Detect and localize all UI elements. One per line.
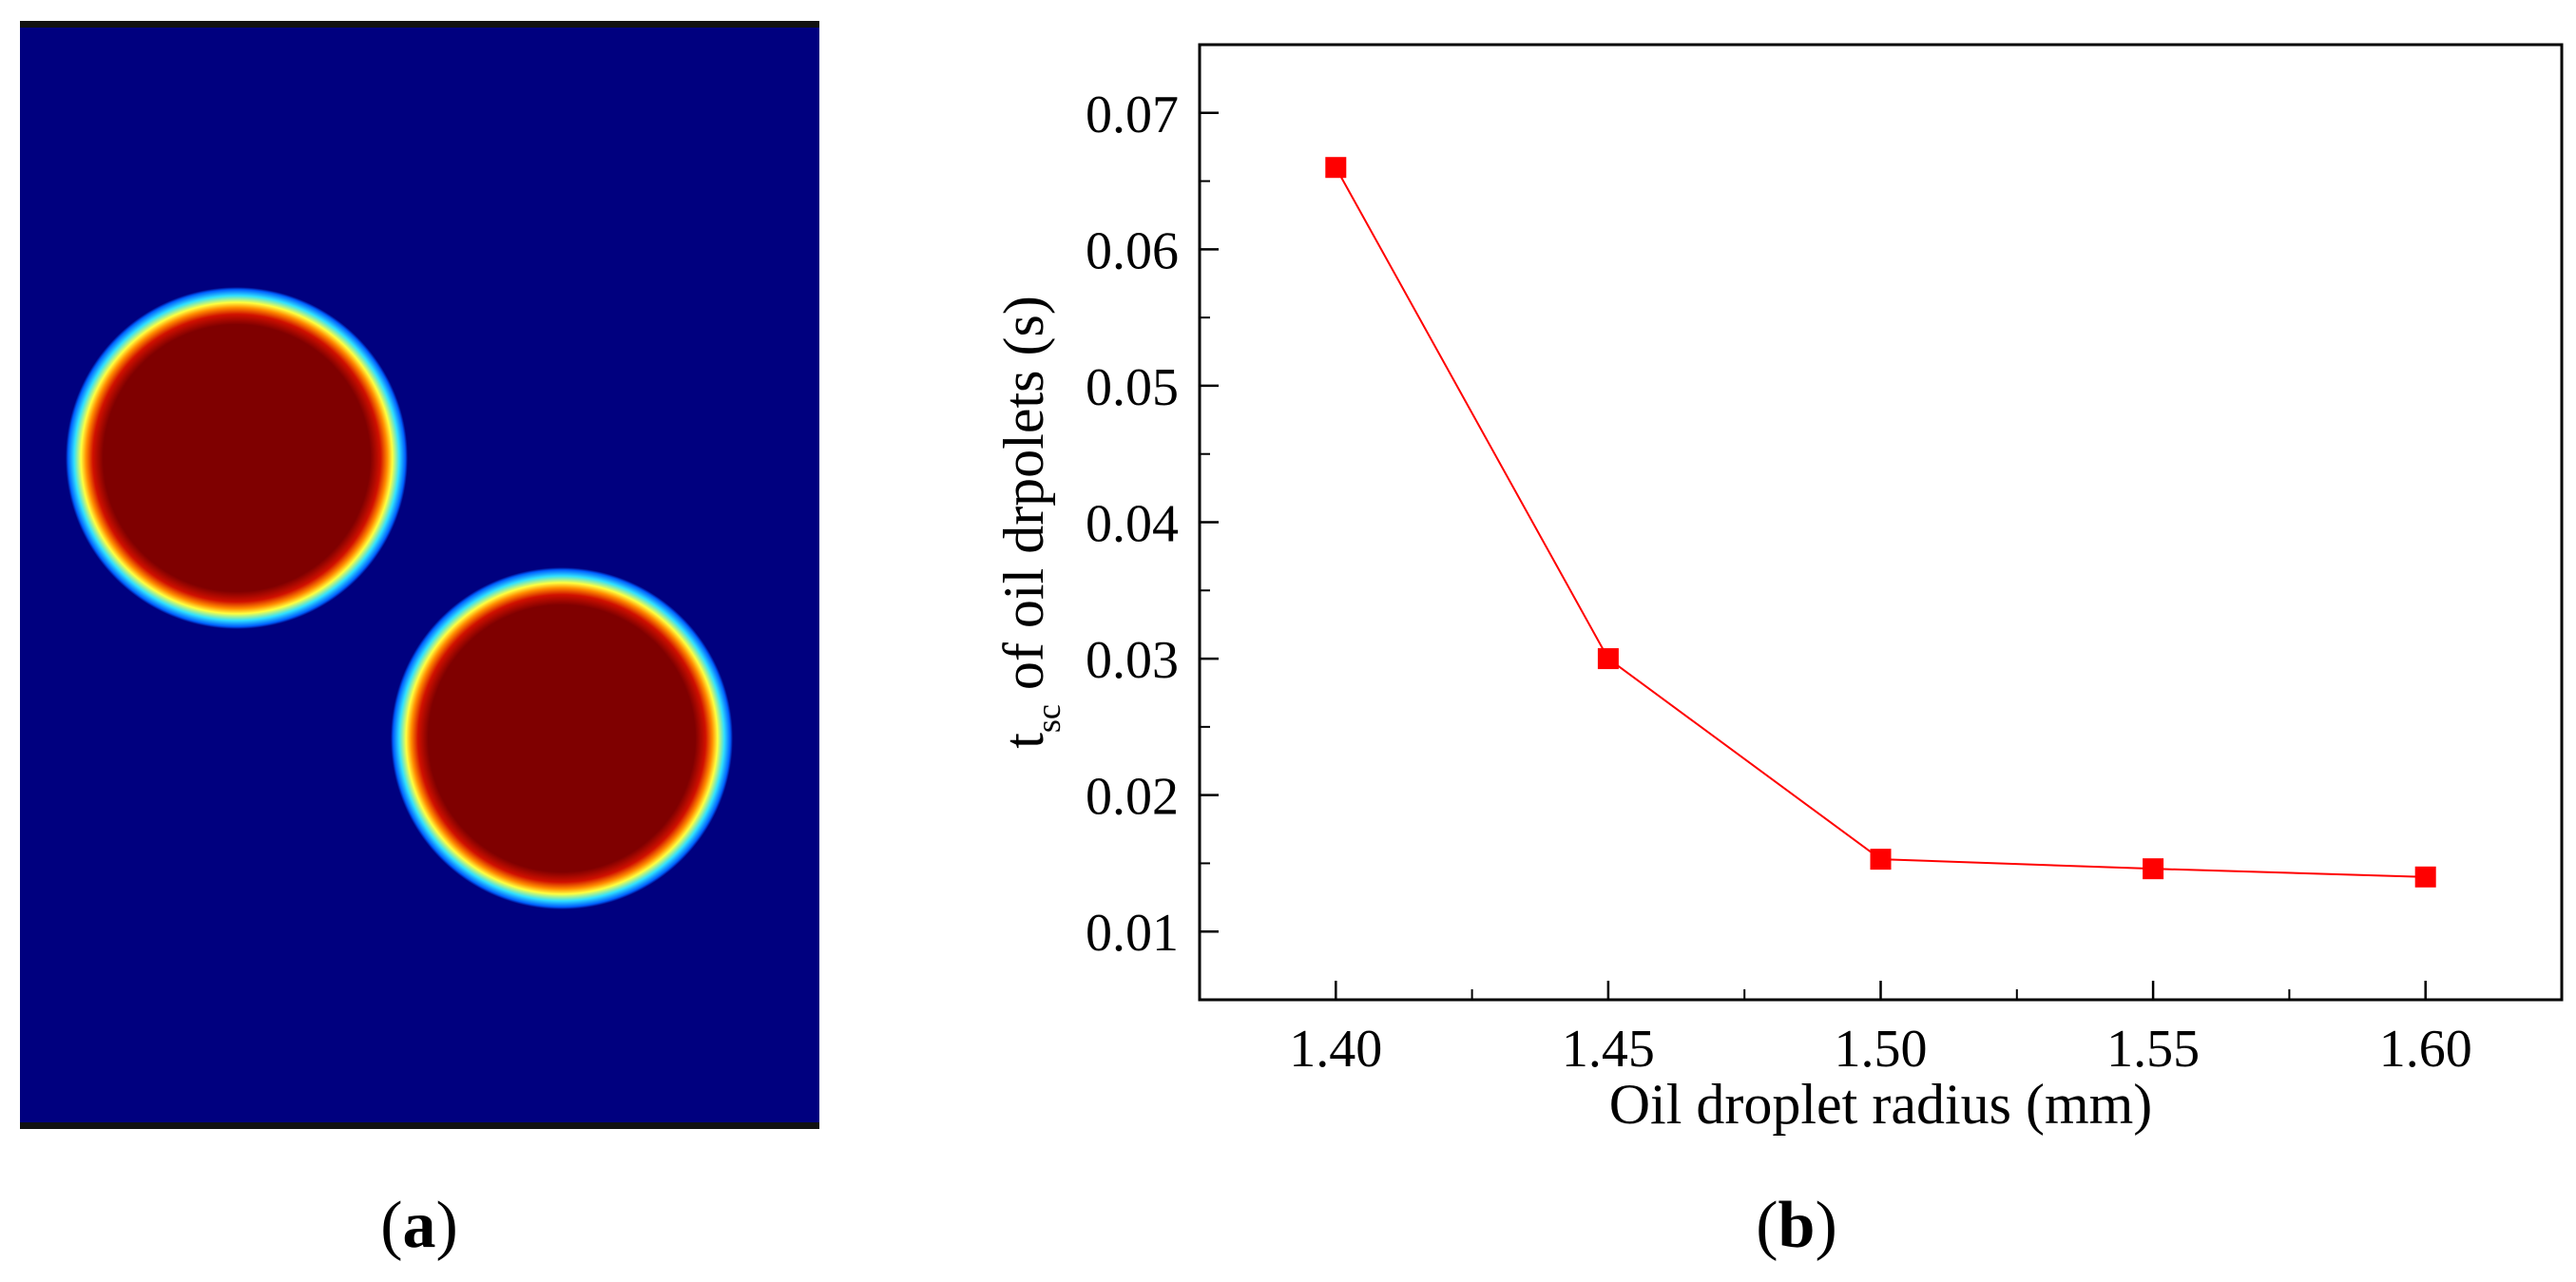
- y-tick-label: 0.05: [1086, 358, 1179, 417]
- caption-a: (a): [380, 1189, 458, 1262]
- data-point: [1870, 849, 1892, 871]
- y-tick-label: 0.06: [1086, 221, 1179, 280]
- tsc-chart: 1.40 1.45 1.50 1.55 1.60 0.01 0.02 0.03 0.04 0.05…: [992, 43, 2564, 1136]
- data-point: [1597, 648, 1619, 670]
- y-tick-label: 0.07: [1086, 86, 1179, 144]
- y-axis-label: tsc of oil drpolets (s): [992, 296, 1067, 749]
- y-tick-label: 0.04: [1086, 495, 1179, 554]
- y-tick-label: 0.01: [1086, 904, 1179, 963]
- x-tick-label: 1.40: [1289, 1020, 1382, 1079]
- droplet-lower-right: [391, 567, 733, 909]
- y-tick-label: 0.02: [1086, 768, 1179, 827]
- y-axis-label-sub: sc: [1029, 704, 1067, 733]
- data-point: [2414, 866, 2436, 888]
- data-point: [1325, 157, 1347, 179]
- data-point: [2143, 858, 2164, 880]
- x-tick-label: 1.60: [2379, 1020, 2472, 1079]
- image-top-border: [20, 21, 819, 28]
- x-tick-label: 1.55: [2106, 1020, 2200, 1079]
- y-axis-label-rest: of oil drpolets (s): [992, 296, 1055, 704]
- image-bottom-border: [20, 1122, 819, 1129]
- series-line: [1335, 166, 2426, 878]
- x-tick-label: 1.45: [1562, 1020, 1655, 1079]
- droplet-upper-left: [66, 287, 408, 629]
- simulation-image: [20, 21, 819, 1129]
- caption-b: (b): [1756, 1189, 1837, 1262]
- y-axis-label-main: t: [992, 733, 1055, 749]
- x-axis-label: Oil droplet radius (mm): [1609, 1073, 2153, 1136]
- x-tick-label: 1.50: [1835, 1020, 1928, 1079]
- y-tick-label: 0.03: [1086, 631, 1179, 690]
